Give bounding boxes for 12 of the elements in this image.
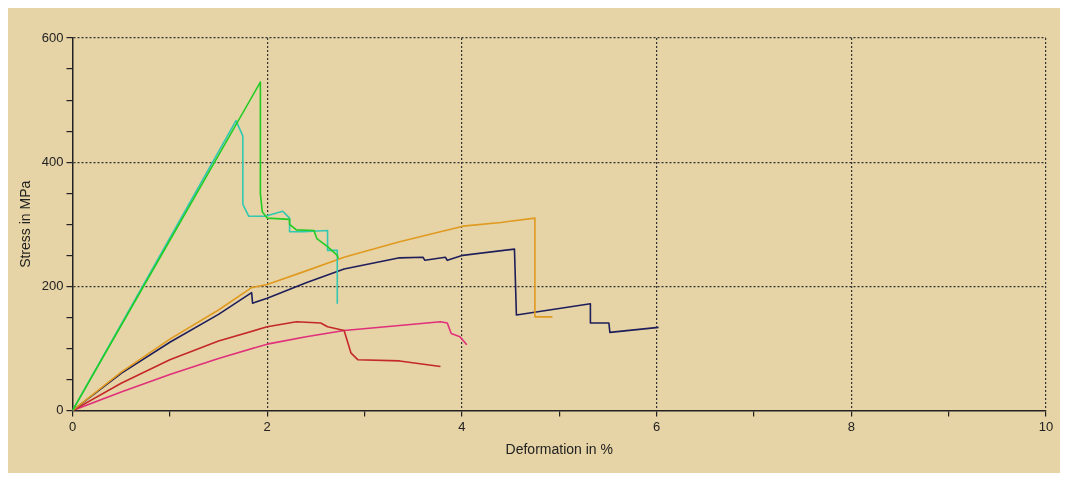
- x-axis-title: Deformation in %: [505, 441, 613, 458]
- y-tick-label: 600: [41, 29, 64, 45]
- y-axis-title: Stress in MPa: [17, 180, 34, 268]
- y-tick-label: 400: [41, 153, 64, 169]
- x-tick-label: 4: [458, 418, 466, 434]
- y-tick-label: 0: [56, 402, 64, 418]
- y-tick-label: 200: [41, 277, 64, 293]
- x-tick-label: 10: [1038, 418, 1054, 434]
- x-tick-label: 8: [847, 418, 855, 434]
- x-tick-label: 2: [263, 418, 271, 434]
- x-tick-label: 0: [68, 418, 77, 434]
- x-tick-label: 6: [652, 418, 661, 434]
